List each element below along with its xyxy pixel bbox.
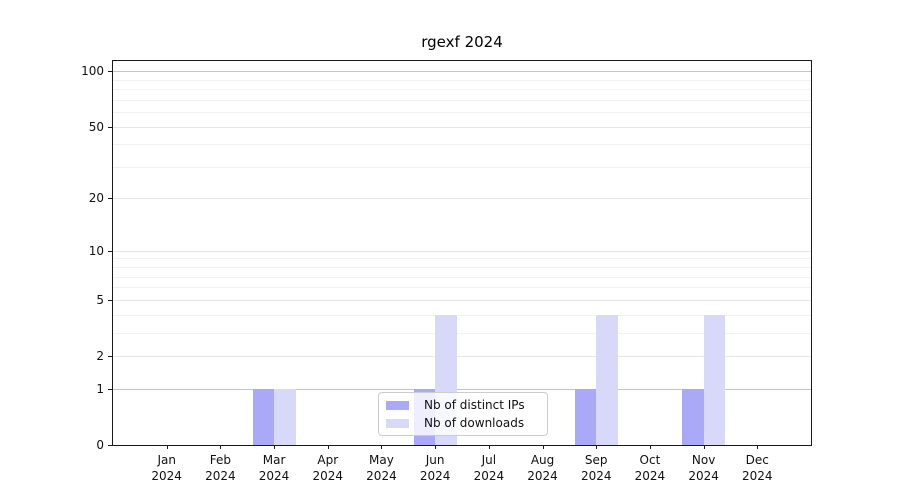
y-tick-mark <box>108 250 113 252</box>
x-tick-mark <box>435 445 437 449</box>
bar-downloads <box>703 314 726 445</box>
y-tick-mark <box>108 299 113 301</box>
legend: Nb of distinct IPs Nb of downloads <box>378 392 548 436</box>
legend-row-distinct-ips: Nb of distinct IPs <box>386 396 540 414</box>
minor-gridline <box>113 144 811 146</box>
y-tick-label: 0 <box>96 438 104 452</box>
x-tick-mark <box>488 445 490 449</box>
y-tick-mark <box>108 356 113 357</box>
x-tick-mark <box>596 445 598 449</box>
x-tick-label: Jan 2024 <box>151 453 182 483</box>
x-tick-label: Jul 2024 <box>473 453 505 483</box>
y-tick-label: 100 <box>81 64 104 79</box>
chart-title: rgexf 2024 <box>421 33 503 51</box>
minor-gridline <box>113 258 811 260</box>
major-gridline <box>113 356 811 357</box>
legend-label-downloads: Nb of downloads <box>424 416 525 430</box>
minor-gridline <box>113 267 811 269</box>
x-tick-label: Sep 2024 <box>580 453 612 483</box>
y-tick-mark <box>108 198 113 200</box>
legend-row-downloads: Nb of downloads <box>386 414 540 432</box>
major-gridline <box>113 71 811 73</box>
x-tick-label: Dec 2024 <box>742 453 773 483</box>
legend-swatch-distinct-ips <box>386 400 409 410</box>
minor-gridline <box>113 112 811 113</box>
bar-distinct-ips <box>574 388 597 445</box>
x-tick-mark <box>220 445 222 449</box>
major-gridline <box>113 299 811 301</box>
x-tick-label: Feb 2024 <box>205 453 236 483</box>
x-tick-mark <box>542 445 544 449</box>
y-tick-label: 20 <box>88 191 104 206</box>
minor-gridline <box>113 99 811 101</box>
major-gridline <box>113 250 811 252</box>
minor-gridline <box>113 166 811 168</box>
x-tick-label: Apr 2024 <box>312 453 344 483</box>
bar-downloads <box>274 388 296 445</box>
y-tick-label: 50 <box>88 119 104 134</box>
major-gridline <box>113 198 811 200</box>
x-tick-label: Aug 2024 <box>527 453 558 483</box>
x-tick-label: Mar 2024 <box>258 453 290 483</box>
major-gridline <box>113 126 811 128</box>
x-tick-mark <box>274 445 276 449</box>
minor-gridline <box>113 287 811 289</box>
x-tick-label: Oct 2024 <box>634 453 666 483</box>
x-tick-mark <box>649 445 651 449</box>
minor-gridline <box>113 79 811 81</box>
x-tick-mark <box>166 445 168 449</box>
y-tick-mark <box>108 126 113 128</box>
x-tick-mark <box>757 445 759 449</box>
minor-gridline <box>113 89 811 91</box>
x-tick-label: Jun 2024 <box>419 453 451 483</box>
minor-gridline <box>113 276 811 278</box>
bar-distinct-ips <box>682 388 704 445</box>
y-tick-mark <box>108 388 113 390</box>
y-tick-mark <box>108 71 113 73</box>
x-tick-label: Nov 2024 <box>688 453 719 483</box>
bar-downloads <box>596 314 618 445</box>
minor-gridline <box>113 332 811 334</box>
x-tick-mark <box>327 445 329 449</box>
y-tick-label: 10 <box>88 243 104 258</box>
major-gridline <box>113 388 811 390</box>
plot-area: rgexf 2024 0 1 2 5 10 20 50 100 Jan 2024 Feb 202… <box>81 33 812 483</box>
legend-swatch-downloads <box>386 418 409 428</box>
x-tick-mark <box>703 445 705 449</box>
x-tick-label: May 2024 <box>366 453 397 483</box>
y-tick-label: 5 <box>96 292 104 307</box>
y-tick-label: 1 <box>96 381 104 396</box>
y-tick-label: 2 <box>96 349 104 363</box>
x-tick-mark <box>381 445 383 449</box>
bar-distinct-ips <box>252 388 275 445</box>
minor-gridline <box>113 314 811 316</box>
legend-label-distinct-ips: Nb of distinct IPs <box>424 398 525 412</box>
y-tick-mark <box>108 445 113 446</box>
